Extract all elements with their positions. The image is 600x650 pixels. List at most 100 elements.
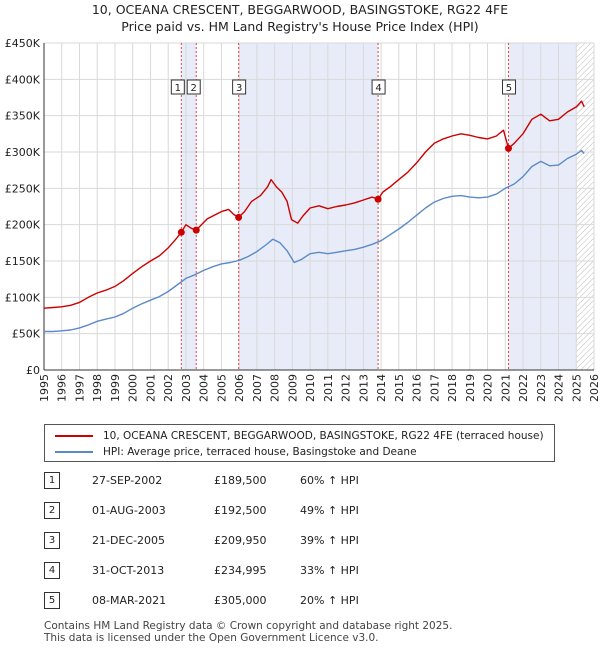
transaction-number: 3 [44,532,60,549]
y-tick-label: £400K [5,73,41,86]
transaction-hpi-change: 33% ↑ HPI [300,564,359,577]
x-tick-label: 2023 [535,374,548,402]
x-tick-label: 2001 [144,374,157,402]
transaction-number: 4 [44,562,60,579]
hpi-line [44,149,585,333]
x-tick-label: 2014 [375,374,388,402]
x-tick-label: 2025 [570,374,583,402]
transaction-price: £192,500 [214,504,267,517]
legend-item-property: 10, OCEANA CRESCENT, BEGGARWOOD, BASINGS… [55,428,544,444]
legend-label-hpi: HPI: Average price, terraced house, Basi… [103,446,417,458]
x-tick-label: 1996 [56,374,69,402]
y-tick-label: £0 [26,364,40,377]
legend-label-property: 10, OCEANA CRESCENT, BEGGARWOOD, BASINGS… [103,430,544,442]
sale-point-4 [374,195,382,203]
y-tick-label: £100K [5,291,41,304]
chart-title-line1: 10, OCEANA CRESCENT, BEGGARWOOD, BASINGS… [91,2,509,17]
sale-point-2 [192,226,200,234]
y-tick-label: £250K [5,182,41,195]
x-tick-label: 2016 [411,374,424,402]
transaction-row: 3 21-DEC-2005 £209,950 39% ↑ HPI [0,532,600,550]
sale-label-5: 5 [506,83,512,94]
x-tick-label: 1997 [73,374,86,402]
x-tick-label: 2024 [553,374,566,402]
transaction-row: 4 31-OCT-2013 £234,995 33% ↑ HPI [0,562,600,580]
transaction-price: £234,995 [214,564,267,577]
x-tick-label: 1995 [38,374,51,402]
y-tick-label: £50K [12,328,41,341]
footer-line2: This data is licensed under the Open Gov… [44,632,379,644]
x-tick-label: 2015 [393,374,406,402]
x-tick-label: 2012 [340,374,353,402]
x-tick-label: 2010 [304,374,317,402]
legend-swatch-property [55,435,93,437]
x-tick-label: 2013 [357,374,370,402]
footer: Contains HM Land Registry data © Crown c… [44,620,452,644]
transaction-price: £189,500 [214,474,267,487]
x-tick-label: 2009 [286,374,299,402]
sale-point-5 [504,144,512,152]
transaction-number: 1 [44,472,60,489]
sale-point-1 [177,228,185,236]
x-tick-label: 2017 [428,374,441,402]
transaction-date: 27-SEP-2002 [92,474,163,487]
price-chart: 1 2 3 4 5 £0 £50K £100K £150K £200K £250K £300K £350… [5,37,600,402]
transaction-number: 5 [44,592,60,609]
x-tick-label: 2005 [215,374,228,402]
transactions-table: 1 27-SEP-2002 £189,500 60% ↑ HPI 2 01-AUG-200… [0,470,600,620]
x-tick-label: 2021 [499,374,512,402]
sale-label-box-3 [232,79,247,95]
sale-label-2: 2 [191,83,197,94]
property-price-line [43,100,585,309]
x-tick-label: 2003 [180,374,193,402]
x-tick-label: 1999 [109,374,122,402]
transaction-price: £209,950 [214,534,267,547]
chart-title: 10, OCEANA CRESCENT, BEGGARWOOD, BASINGS… [0,0,600,35]
x-tick-label: 2006 [233,374,246,402]
sale-label-box-5 [501,79,516,95]
transaction-row: 2 01-AUG-2003 £192,500 49% ↑ HPI [0,502,600,520]
sale-label-4: 4 [375,83,381,94]
sale-label-box-1 [170,79,185,95]
x-tick-label: 2011 [322,374,335,402]
y-tick-label: £300K [5,146,41,159]
transaction-price: £305,000 [214,594,267,607]
transaction-date: 21-DEC-2005 [92,534,166,547]
x-tick-label: 2018 [446,374,459,402]
transaction-row: 1 27-SEP-2002 £189,500 60% ↑ HPI [0,472,600,490]
sale-label-3: 3 [236,83,242,94]
forecast-hatch [576,43,594,370]
x-tick-label: 2022 [517,374,530,402]
transaction-number: 2 [44,502,60,519]
sale-label-1: 1 [175,83,181,94]
sale-label-box-2 [186,79,201,95]
x-tick-label: 2019 [464,374,477,402]
shaded-range-2 [238,43,379,370]
transaction-hpi-change: 20% ↑ HPI [300,594,359,607]
x-tick-label: 2002 [162,374,175,402]
shaded-range-3 [508,43,577,370]
y-tick-label: £350K [5,110,41,123]
legend-item-hpi: HPI: Average price, terraced house, Basi… [55,444,417,460]
y-tick-label: £150K [5,255,41,268]
legend: 10, OCEANA CRESCENT, BEGGARWOOD, BASINGS… [44,424,555,462]
transaction-date: 08-MAR-2021 [92,594,167,607]
shaded-range-1 [181,43,197,370]
sale-label-box-4 [371,79,386,95]
transaction-hpi-change: 49% ↑ HPI [300,504,359,517]
transaction-row: 5 08-MAR-2021 £305,000 20% ↑ HPI [0,592,600,610]
x-tick-label: 1998 [91,374,104,402]
y-tick-label: £200K [5,219,41,232]
x-tick-label: 2000 [127,374,140,402]
sale-point-3 [235,213,243,221]
x-tick-label: 2004 [198,374,211,402]
transaction-hpi-change: 39% ↑ HPI [300,534,359,547]
x-tick-label: 2026 [588,374,600,402]
x-tick-label: 2008 [269,374,282,402]
transaction-date: 01-AUG-2003 [92,504,166,517]
chart-title-line2: Price paid vs. HM Land Registry's House … [121,19,479,34]
x-tick-label: 2020 [482,374,495,402]
x-tick-label: 2007 [251,374,264,402]
footer-line1: Contains HM Land Registry data © Crown c… [44,620,453,632]
transaction-date: 31-OCT-2013 [92,564,165,577]
